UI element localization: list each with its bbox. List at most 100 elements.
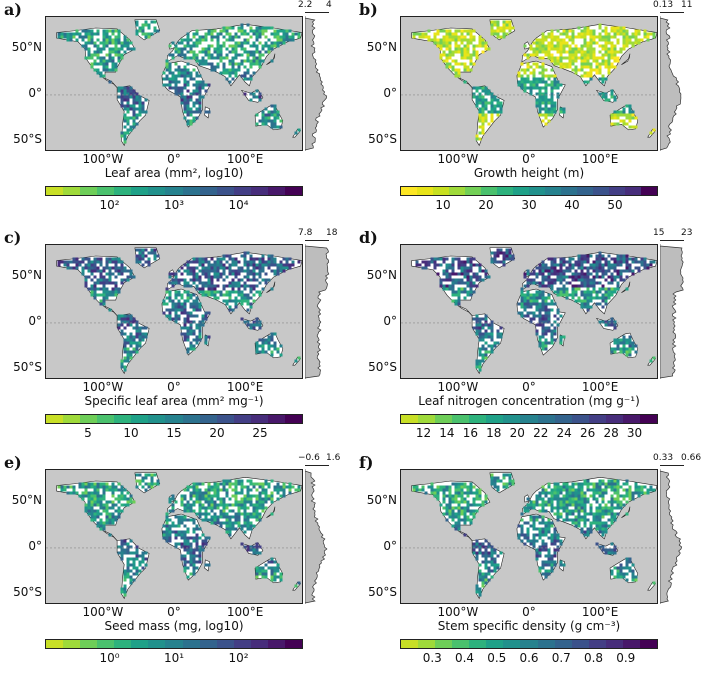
data-cell bbox=[208, 63, 211, 66]
data-cell bbox=[494, 564, 497, 567]
data-cell bbox=[581, 507, 584, 510]
data-cell bbox=[581, 519, 584, 522]
colorbar-segment bbox=[63, 640, 80, 648]
data-cell bbox=[193, 273, 196, 276]
data-cell bbox=[566, 291, 569, 294]
data-cell bbox=[133, 567, 136, 570]
data-cell bbox=[554, 498, 557, 501]
data-cell bbox=[536, 81, 539, 84]
data-cell bbox=[545, 492, 548, 495]
data-cell bbox=[575, 72, 578, 75]
data-cell bbox=[172, 495, 175, 498]
data-cell bbox=[560, 294, 563, 297]
data-cell bbox=[464, 54, 467, 57]
data-cell bbox=[133, 120, 136, 123]
data-cell bbox=[599, 510, 602, 513]
data-cell bbox=[145, 477, 148, 480]
data-cell bbox=[127, 87, 130, 90]
data-cell bbox=[274, 123, 277, 126]
data-cell bbox=[154, 27, 157, 30]
data-cell bbox=[542, 306, 545, 309]
data-cell bbox=[614, 348, 617, 351]
data-cell bbox=[611, 570, 614, 573]
data-cell bbox=[602, 285, 605, 288]
data-cell bbox=[229, 480, 232, 483]
data-cell bbox=[100, 60, 103, 63]
data-cell bbox=[629, 114, 632, 117]
data-cell bbox=[551, 270, 554, 273]
data-cell bbox=[602, 522, 605, 525]
data-cell bbox=[617, 264, 620, 267]
data-cell bbox=[136, 486, 139, 489]
data-cell bbox=[524, 510, 527, 513]
world-map bbox=[400, 469, 658, 604]
data-cell bbox=[620, 273, 623, 276]
data-cell bbox=[557, 273, 560, 276]
data-cell bbox=[626, 264, 629, 267]
data-cell bbox=[560, 492, 563, 495]
data-cell bbox=[626, 354, 629, 357]
data-cell bbox=[533, 282, 536, 285]
data-cell bbox=[467, 276, 470, 279]
data-cell bbox=[205, 261, 208, 264]
data-cell bbox=[479, 99, 482, 102]
data-cell bbox=[584, 45, 587, 48]
data-cell bbox=[566, 42, 569, 45]
data-cell bbox=[208, 519, 211, 522]
data-cell bbox=[590, 273, 593, 276]
data-cell bbox=[551, 114, 554, 117]
data-cell bbox=[244, 294, 247, 297]
data-cell bbox=[226, 39, 229, 42]
data-cell bbox=[250, 78, 253, 81]
data-cell bbox=[256, 96, 259, 99]
data-cell bbox=[572, 258, 575, 261]
data-cell bbox=[94, 63, 97, 66]
data-cell bbox=[518, 525, 521, 528]
data-cell bbox=[103, 486, 106, 489]
data-cell bbox=[446, 504, 449, 507]
data-cell bbox=[443, 495, 446, 498]
data-cell bbox=[247, 498, 250, 501]
data-cell bbox=[124, 594, 127, 597]
data-cell bbox=[97, 69, 100, 72]
data-cell bbox=[271, 513, 274, 516]
data-cell bbox=[452, 39, 455, 42]
data-cell bbox=[106, 63, 109, 66]
data-cell bbox=[214, 51, 217, 54]
data-cell bbox=[545, 522, 548, 525]
data-cell bbox=[572, 294, 575, 297]
data-cell bbox=[169, 510, 172, 513]
data-cell bbox=[476, 45, 479, 48]
data-cell bbox=[626, 339, 629, 342]
data-cell bbox=[545, 96, 548, 99]
data-cell bbox=[226, 291, 229, 294]
data-cell bbox=[551, 309, 554, 312]
data-cell bbox=[82, 36, 85, 39]
data-cell bbox=[259, 282, 262, 285]
profile-scale-bar bbox=[660, 240, 684, 241]
data-cell bbox=[581, 489, 584, 492]
data-cell bbox=[497, 36, 500, 39]
data-cell bbox=[440, 42, 443, 45]
data-cell bbox=[214, 492, 217, 495]
data-cell bbox=[148, 252, 151, 255]
data-cell bbox=[458, 489, 461, 492]
data-cell bbox=[464, 267, 467, 270]
data-cell bbox=[635, 489, 638, 492]
data-cell bbox=[280, 36, 283, 39]
data-cell bbox=[76, 258, 79, 261]
data-cell bbox=[614, 549, 617, 552]
data-cell bbox=[569, 63, 572, 66]
data-cell bbox=[271, 111, 274, 114]
data-cell bbox=[542, 270, 545, 273]
data-cell bbox=[94, 495, 97, 498]
data-cell bbox=[112, 69, 115, 72]
data-cell bbox=[431, 492, 434, 495]
colorbar-segment bbox=[217, 415, 234, 423]
data-cell bbox=[455, 528, 458, 531]
data-cell bbox=[100, 294, 103, 297]
data-cell bbox=[626, 348, 629, 351]
data-cell bbox=[539, 315, 542, 318]
data-cell bbox=[211, 498, 214, 501]
data-cell bbox=[548, 42, 551, 45]
